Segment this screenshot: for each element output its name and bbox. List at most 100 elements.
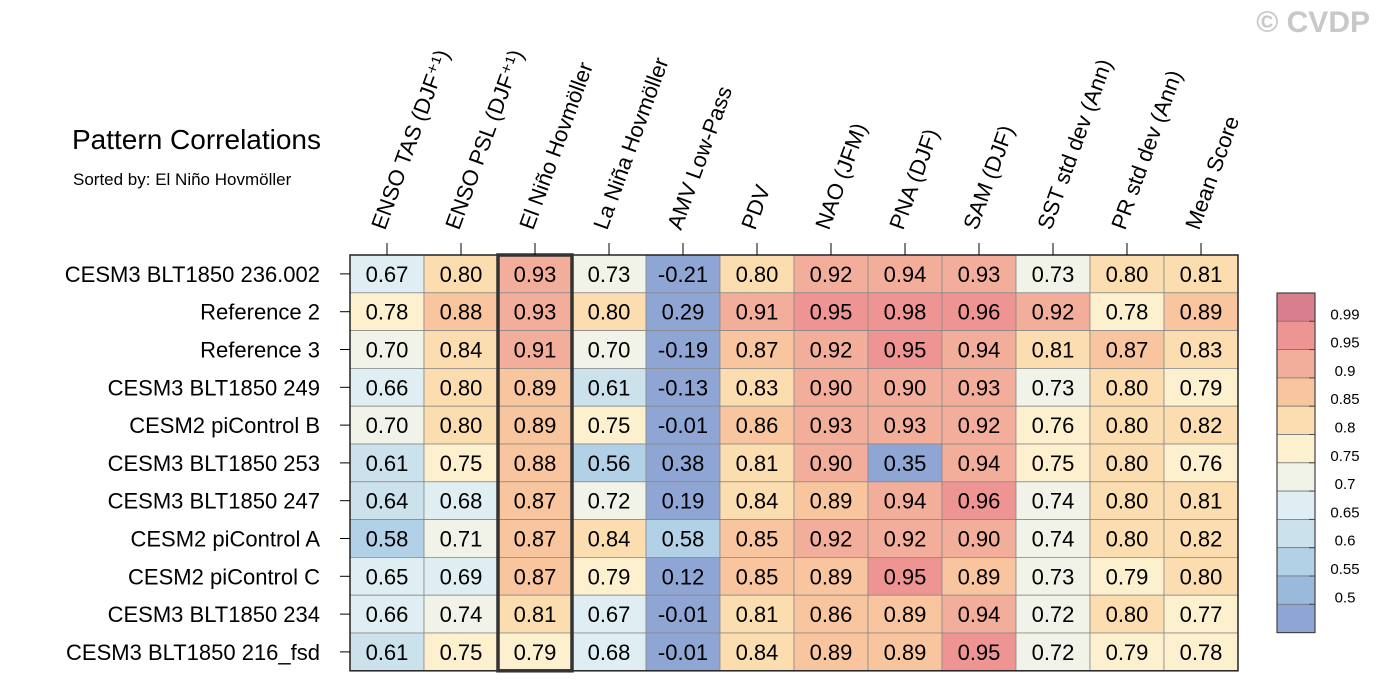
cell-value: 0.83 bbox=[1180, 338, 1223, 363]
cell-value: -0.01 bbox=[658, 640, 708, 665]
heatmap-cell bbox=[719, 405, 795, 445]
heatmap-cell bbox=[1163, 254, 1239, 294]
cell-value: 0.89 bbox=[884, 602, 927, 627]
cell-value: 0.96 bbox=[958, 300, 1001, 325]
row-label: Reference 2 bbox=[200, 300, 320, 325]
cell-value: 0.81 bbox=[1032, 338, 1075, 363]
cell-value: 0.79 bbox=[514, 640, 557, 665]
heatmap-cell bbox=[941, 481, 1017, 520]
cell-value: 0.84 bbox=[736, 640, 779, 665]
cell-value: 0.89 bbox=[1180, 300, 1223, 325]
heatmap-cell bbox=[867, 254, 943, 294]
heatmap-cell bbox=[793, 367, 869, 407]
cell-value: 0.78 bbox=[366, 300, 409, 325]
cell-value: 0.58 bbox=[662, 527, 705, 552]
cell-value: 0.81 bbox=[1180, 489, 1223, 514]
heatmap-cell bbox=[645, 443, 721, 483]
cell-value: 0.79 bbox=[1106, 564, 1149, 589]
cell-value: 0.91 bbox=[514, 338, 557, 363]
cell-value: 0.80 bbox=[1106, 262, 1149, 287]
cell-value: 0.93 bbox=[884, 413, 927, 438]
heatmap-cell bbox=[571, 443, 647, 483]
heatmap-cell bbox=[1163, 481, 1239, 520]
heatmap-cell bbox=[719, 443, 795, 483]
heatmap-cell bbox=[941, 519, 1017, 558]
column-label: ENSO PSL (DJF⁺¹) bbox=[440, 46, 528, 232]
heatmap-cell bbox=[1015, 594, 1091, 634]
heatmap-cell bbox=[1089, 405, 1165, 445]
heatmap-cell bbox=[349, 367, 425, 407]
cell-value: 0.92 bbox=[810, 527, 853, 552]
heatmap-cell bbox=[423, 594, 499, 634]
heatmap-cell bbox=[719, 557, 795, 596]
cell-value: 0.87 bbox=[514, 489, 557, 514]
cell-value: 0.61 bbox=[366, 640, 409, 665]
colorbar-swatch bbox=[1276, 320, 1316, 350]
cell-value: 0.80 bbox=[1106, 489, 1149, 514]
cell-value: 0.73 bbox=[1032, 564, 1075, 589]
heatmap-cell bbox=[867, 519, 943, 558]
cell-value: 0.61 bbox=[588, 375, 631, 400]
heatmap-cell bbox=[1089, 594, 1165, 634]
cell-value: 0.70 bbox=[366, 338, 409, 363]
cell-value: 0.80 bbox=[588, 300, 631, 325]
colorbar-label: 0.9 bbox=[1335, 363, 1356, 380]
cell-value: 0.80 bbox=[1106, 413, 1149, 438]
cell-value: 0.72 bbox=[1032, 640, 1075, 665]
cell-value: 0.84 bbox=[588, 527, 631, 552]
cell-value: 0.69 bbox=[440, 564, 483, 589]
colorbar-label: 0.7 bbox=[1335, 476, 1356, 493]
cell-value: 0.80 bbox=[440, 413, 483, 438]
cell-value: 0.91 bbox=[736, 300, 779, 325]
cell-value: 0.76 bbox=[1180, 451, 1223, 476]
row-label: CESM3 BLT1850 247 bbox=[108, 489, 320, 514]
heatmap-cell bbox=[645, 367, 721, 407]
heatmap-cell bbox=[571, 330, 647, 369]
heatmap-cell bbox=[867, 557, 943, 596]
heatmap-cell bbox=[571, 594, 647, 634]
cell-value: -0.13 bbox=[658, 375, 708, 400]
column-label: PNA (DJF) bbox=[884, 125, 943, 232]
cell-value: 0.75 bbox=[1032, 451, 1075, 476]
cell-value: 0.84 bbox=[736, 489, 779, 514]
column-label: AMV Low-Pass bbox=[662, 83, 737, 233]
cell-value: 0.35 bbox=[884, 451, 927, 476]
cell-value: 0.81 bbox=[736, 451, 779, 476]
cell-value: 0.79 bbox=[588, 564, 631, 589]
cell-value: 0.93 bbox=[514, 300, 557, 325]
cell-value: 0.90 bbox=[958, 527, 1001, 552]
cell-value: -0.21 bbox=[658, 262, 708, 287]
heatmap-cell bbox=[1163, 519, 1239, 558]
heatmap-cell bbox=[1015, 443, 1091, 483]
cell-value: 0.89 bbox=[810, 564, 853, 589]
cell-value: 0.72 bbox=[1032, 602, 1075, 627]
cell-value: 0.80 bbox=[736, 262, 779, 287]
cell-value: 0.58 bbox=[366, 527, 409, 552]
cell-value: 0.72 bbox=[588, 489, 631, 514]
heatmap-cell bbox=[1089, 367, 1165, 407]
row-label: CESM2 piControl B bbox=[129, 413, 320, 438]
heatmap-cell bbox=[719, 330, 795, 369]
heatmap-cell bbox=[793, 292, 869, 331]
heatmap-cell bbox=[497, 557, 573, 596]
cell-value: 0.77 bbox=[1180, 602, 1223, 627]
cell-value: 0.85 bbox=[736, 564, 779, 589]
heatmap-cell bbox=[793, 632, 869, 672]
cell-value: 0.94 bbox=[958, 451, 1001, 476]
cell-value: 0.81 bbox=[1180, 262, 1223, 287]
colorbar-label: 0.6 bbox=[1335, 533, 1356, 550]
heatmap-cell bbox=[1089, 481, 1165, 520]
cell-value: 0.95 bbox=[810, 300, 853, 325]
cell-value: 0.70 bbox=[588, 338, 631, 363]
heatmap-cell bbox=[423, 367, 499, 407]
colorbar-swatch bbox=[1276, 603, 1316, 633]
heatmap-cell bbox=[1015, 632, 1091, 672]
heatmap-cell bbox=[941, 330, 1017, 369]
heatmap-cell bbox=[941, 632, 1017, 672]
cell-value: 0.76 bbox=[1032, 413, 1075, 438]
cell-value: 0.95 bbox=[884, 338, 927, 363]
cell-value: 0.92 bbox=[958, 413, 1001, 438]
heatmap-cell bbox=[645, 557, 721, 596]
cell-value: 0.56 bbox=[588, 451, 631, 476]
heatmap-cell bbox=[719, 632, 795, 672]
